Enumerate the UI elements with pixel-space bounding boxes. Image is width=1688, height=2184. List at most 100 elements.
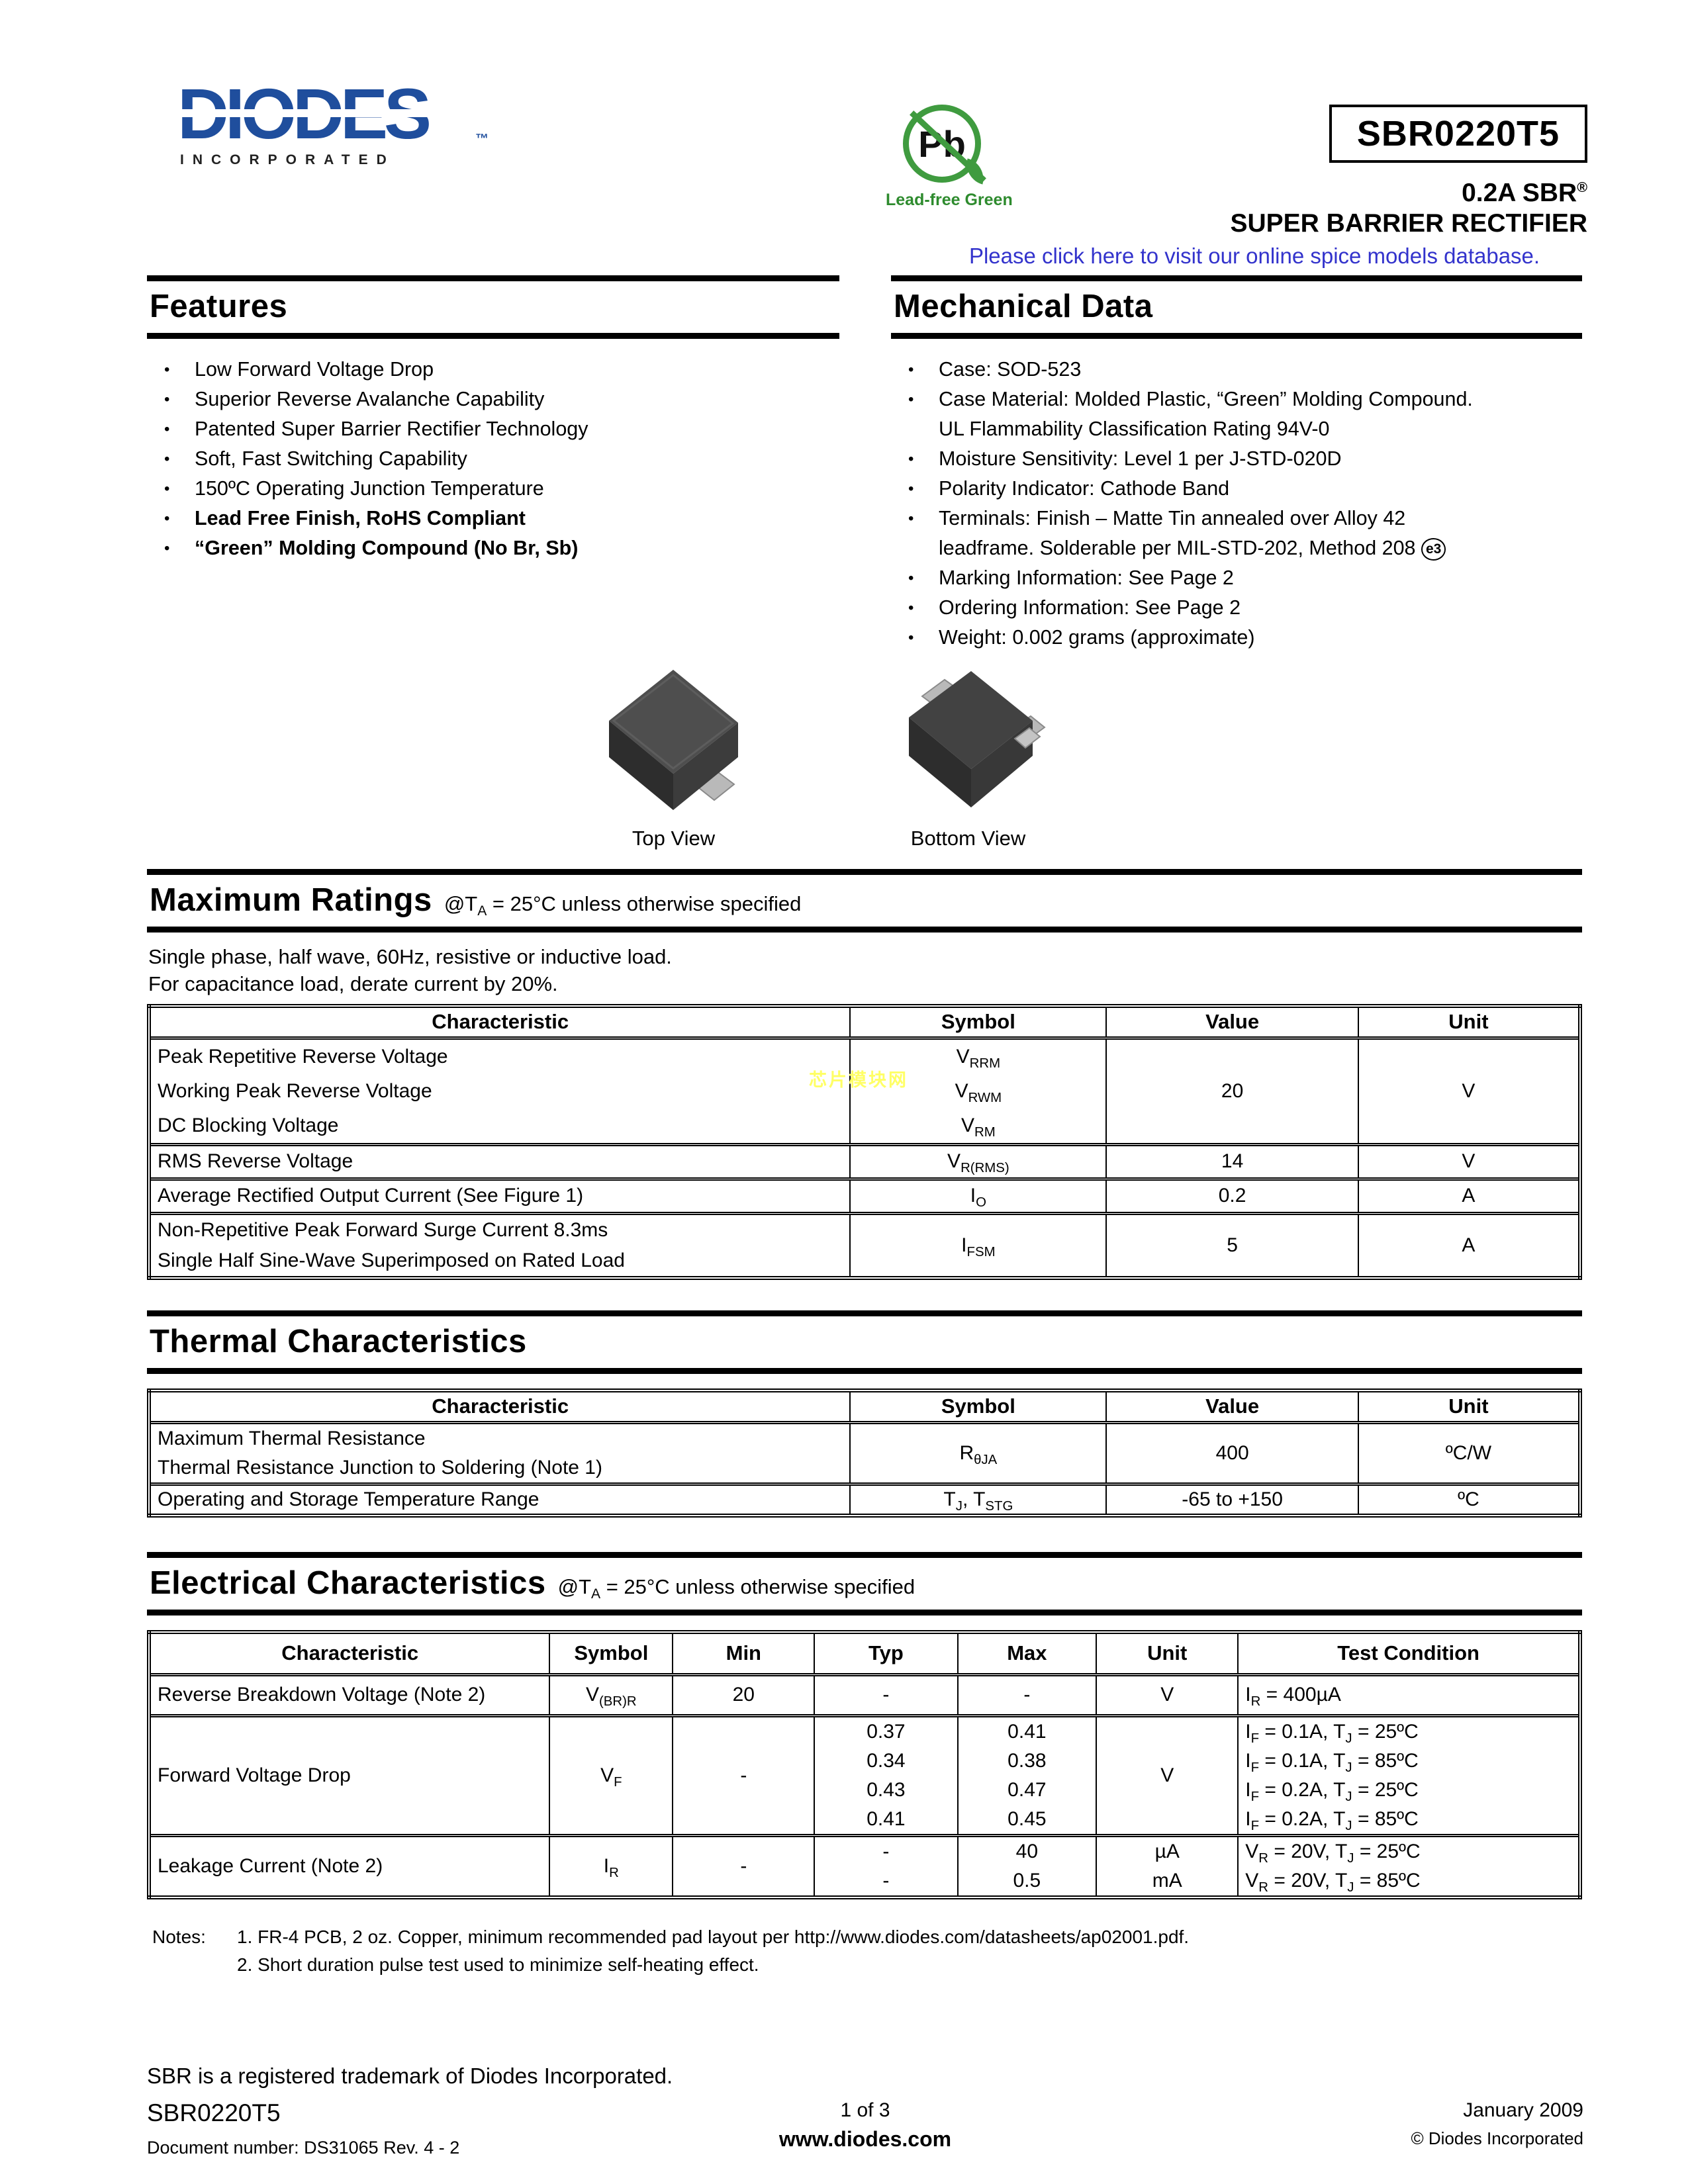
electrical-title: Electrical Characteristics: [150, 1565, 546, 1601]
list-item-label: Patented Super Barrier Rectifier Technol…: [195, 418, 588, 440]
maximum-ratings-heading: Maximum Ratings @TA = 25°C unless otherwi…: [147, 869, 1582, 933]
table-cell: Non-Repetitive Peak Forward Surge Curren…: [148, 1212, 851, 1280]
list-item-label: “Green” Molding Compound (No Br, Sb): [195, 537, 579, 559]
table-cell: 0.37 0.34 0.43 0.41: [814, 1715, 959, 1837]
header: DIODES ™ INCORPORATED Pb Lead-free Green…: [0, 0, 1688, 273]
table-cell: 5: [1105, 1212, 1359, 1280]
trademark-line: SBR is a registered trademark of Diodes …: [147, 2064, 673, 2088]
column-header: Test Condition: [1237, 1631, 1581, 1676]
table-cell: µA mA: [1096, 1835, 1239, 1899]
list-item-label: Case Material: Molded Plastic, “Green” M…: [939, 388, 1473, 440]
table-cell: IF = 0.1A, TJ = 25ºC IF = 0.1A, TJ = 85ºC…: [1237, 1715, 1581, 1837]
table-cell: A: [1357, 1178, 1581, 1215]
list-item-label: Terminals: Finish – Matte Tin annealed o…: [939, 504, 1446, 563]
brand-subtitle: INCORPORATED: [180, 152, 395, 167]
table-cell: Reverse Breakdown Voltage (Note 2): [148, 1674, 551, 1717]
column-header: Value: [1105, 1005, 1359, 1040]
footer-left: SBR0220T5 Document number: DS31065 Rev. …: [147, 2099, 544, 2158]
trademark-symbol: ™: [475, 132, 489, 146]
table-cell: -65 to +150: [1105, 1483, 1359, 1518]
table-cell: IR = 400µA: [1237, 1674, 1581, 1717]
bullet-icon: •: [164, 539, 170, 557]
diodes-logo: DIODES ™ INCORPORATED: [176, 78, 489, 168]
footer-copyright: © Diodes Incorporated: [1411, 2128, 1583, 2148]
table-cell: RθJA: [849, 1422, 1107, 1486]
list-item: • “Green” Molding Compound (No Br, Sb): [147, 533, 839, 563]
features-list: • Low Forward Voltage Drop • Superior Rever…: [147, 355, 839, 563]
spice-models-link[interactable]: Please click here to visit our online sp…: [968, 244, 1540, 268]
logo-arrow-icon: [315, 99, 335, 128]
table-cell: VF: [549, 1715, 674, 1837]
table-cell: IFSM: [849, 1212, 1107, 1280]
list-item: • Low Forward Voltage Drop: [147, 355, 839, 385]
mechanical-list: • Case: SOD-523 • Case Material: Molded Pla…: [891, 355, 1582, 653]
table-row: RMS Reverse Voltage VR(RMS) 14 V: [148, 1144, 1581, 1181]
table-cell: --: [814, 1835, 959, 1899]
table-cell: -: [814, 1674, 959, 1717]
thermal-title: Thermal Characteristics: [150, 1324, 527, 1359]
column-header: Characteristic: [148, 1631, 551, 1676]
features-heading: Features: [147, 275, 839, 339]
notes-text: 1. FR-4 PCB, 2 oz. Copper, minimum recom…: [237, 1926, 1190, 1975]
footer: SBR is a registered trademark of Diodes …: [147, 2064, 1583, 2158]
page-indicator: 1 of 3: [840, 2099, 890, 2121]
list-item: • Ordering Information: See Page 2: [891, 593, 1582, 623]
table-row: Maximum Thermal Resistance Thermal Resist…: [148, 1422, 1581, 1486]
list-item: • Patented Super Barrier Rectifier Techno…: [147, 414, 839, 444]
column-header: Value: [1105, 1390, 1359, 1424]
mechanical-heading: Mechanical Data: [891, 275, 1582, 339]
bullet-icon: •: [908, 390, 914, 408]
e3-icon: e3: [1421, 538, 1446, 561]
electrical-heading: Electrical Characteristics @TA = 25°C unl…: [147, 1552, 1582, 1615]
lead-free-label: Lead-free Green: [886, 191, 1013, 209]
maximum-ratings-subtitle: @TA = 25°C unless otherwise specified: [444, 892, 802, 919]
table-row: Leakage Current (Note 2) IR - - -40 0.5 µA mA VR…: [148, 1835, 1581, 1899]
diodes-logo-text: DIODES ™: [176, 78, 489, 150]
bullet-icon: •: [908, 450, 914, 468]
features-title: Features: [150, 289, 288, 324]
list-item: • Case Material: Molded Plastic, “Green” …: [891, 385, 1582, 444]
list-item-label: 150ºC Operating Junction Temperature: [195, 477, 544, 500]
bullet-icon: •: [164, 510, 170, 527]
table-cell: Forward Voltage Drop: [148, 1715, 551, 1837]
column-header: Symbol: [549, 1631, 674, 1676]
website-link[interactable]: www.diodes.com: [778, 2127, 952, 2151]
list-item: • Weight: 0.002 grams (approximate): [891, 623, 1582, 653]
list-item: • 150ºC Operating Junction Temperature: [147, 474, 839, 504]
footer-center: 1 of 3 www.diodes.com: [544, 2099, 1186, 2158]
maximum-ratings-title: Maximum Ratings: [150, 882, 432, 918]
column-header: Characteristic: [148, 1390, 851, 1424]
column-header: Characteristic: [148, 1005, 851, 1040]
list-item: • Soft, Fast Switching Capability: [147, 444, 839, 474]
table-cell: Peak Repetitive Reverse Voltage Working P…: [148, 1037, 851, 1146]
bullet-icon: •: [908, 361, 914, 379]
electrical-table: Characteristic Symbol Min Typ Max Unit Test Co…: [147, 1630, 1582, 1899]
table-cell: 400: [1105, 1422, 1359, 1486]
notes-label: Notes:: [152, 1926, 206, 1947]
package-views: Top View Bottom View: [599, 658, 1168, 850]
bullet-icon: •: [164, 390, 170, 408]
list-item-label: Moisture Sensitivity: Level 1 per J-STD-…: [939, 447, 1342, 470]
column-header: Unit: [1357, 1390, 1581, 1424]
list-item: • Superior Reverse Avalanche Capability: [147, 385, 839, 414]
thermal-table: Characteristic Symbol Value Unit Maximum The…: [147, 1388, 1582, 1518]
table-cell: VR(RMS): [849, 1144, 1107, 1181]
table-cell: IR: [549, 1835, 674, 1899]
bullet-icon: •: [908, 510, 914, 527]
table-cell: Operating and Storage Temperature Range: [148, 1483, 851, 1518]
bullet-icon: •: [164, 361, 170, 379]
list-item: • Moisture Sensitivity: Level 1 per J-STD…: [891, 444, 1582, 474]
table-cell: ºC: [1357, 1483, 1581, 1518]
list-item: • Lead Free Finish, RoHS Compliant: [147, 504, 839, 533]
table-cell: TJ, TSTG: [849, 1483, 1107, 1518]
maximum-ratings-preface: Single phase, half wave, 60Hz, resistive…: [148, 945, 672, 995]
list-item-label: Weight: 0.002 grams (approximate): [939, 626, 1255, 649]
list-item: • Case: SOD-523: [891, 355, 1582, 385]
table-cell: 40 0.5: [957, 1835, 1098, 1899]
mechanical-section: Mechanical Data • Case: SOD-523 • Case Mate…: [891, 275, 1582, 653]
column-header: Unit: [1096, 1631, 1239, 1676]
thermal-section: Thermal Characteristics Characteristic Sy…: [147, 1310, 1582, 1518]
part-number: SBR0220T5: [1356, 114, 1560, 154]
mechanical-title: Mechanical Data: [894, 289, 1153, 324]
